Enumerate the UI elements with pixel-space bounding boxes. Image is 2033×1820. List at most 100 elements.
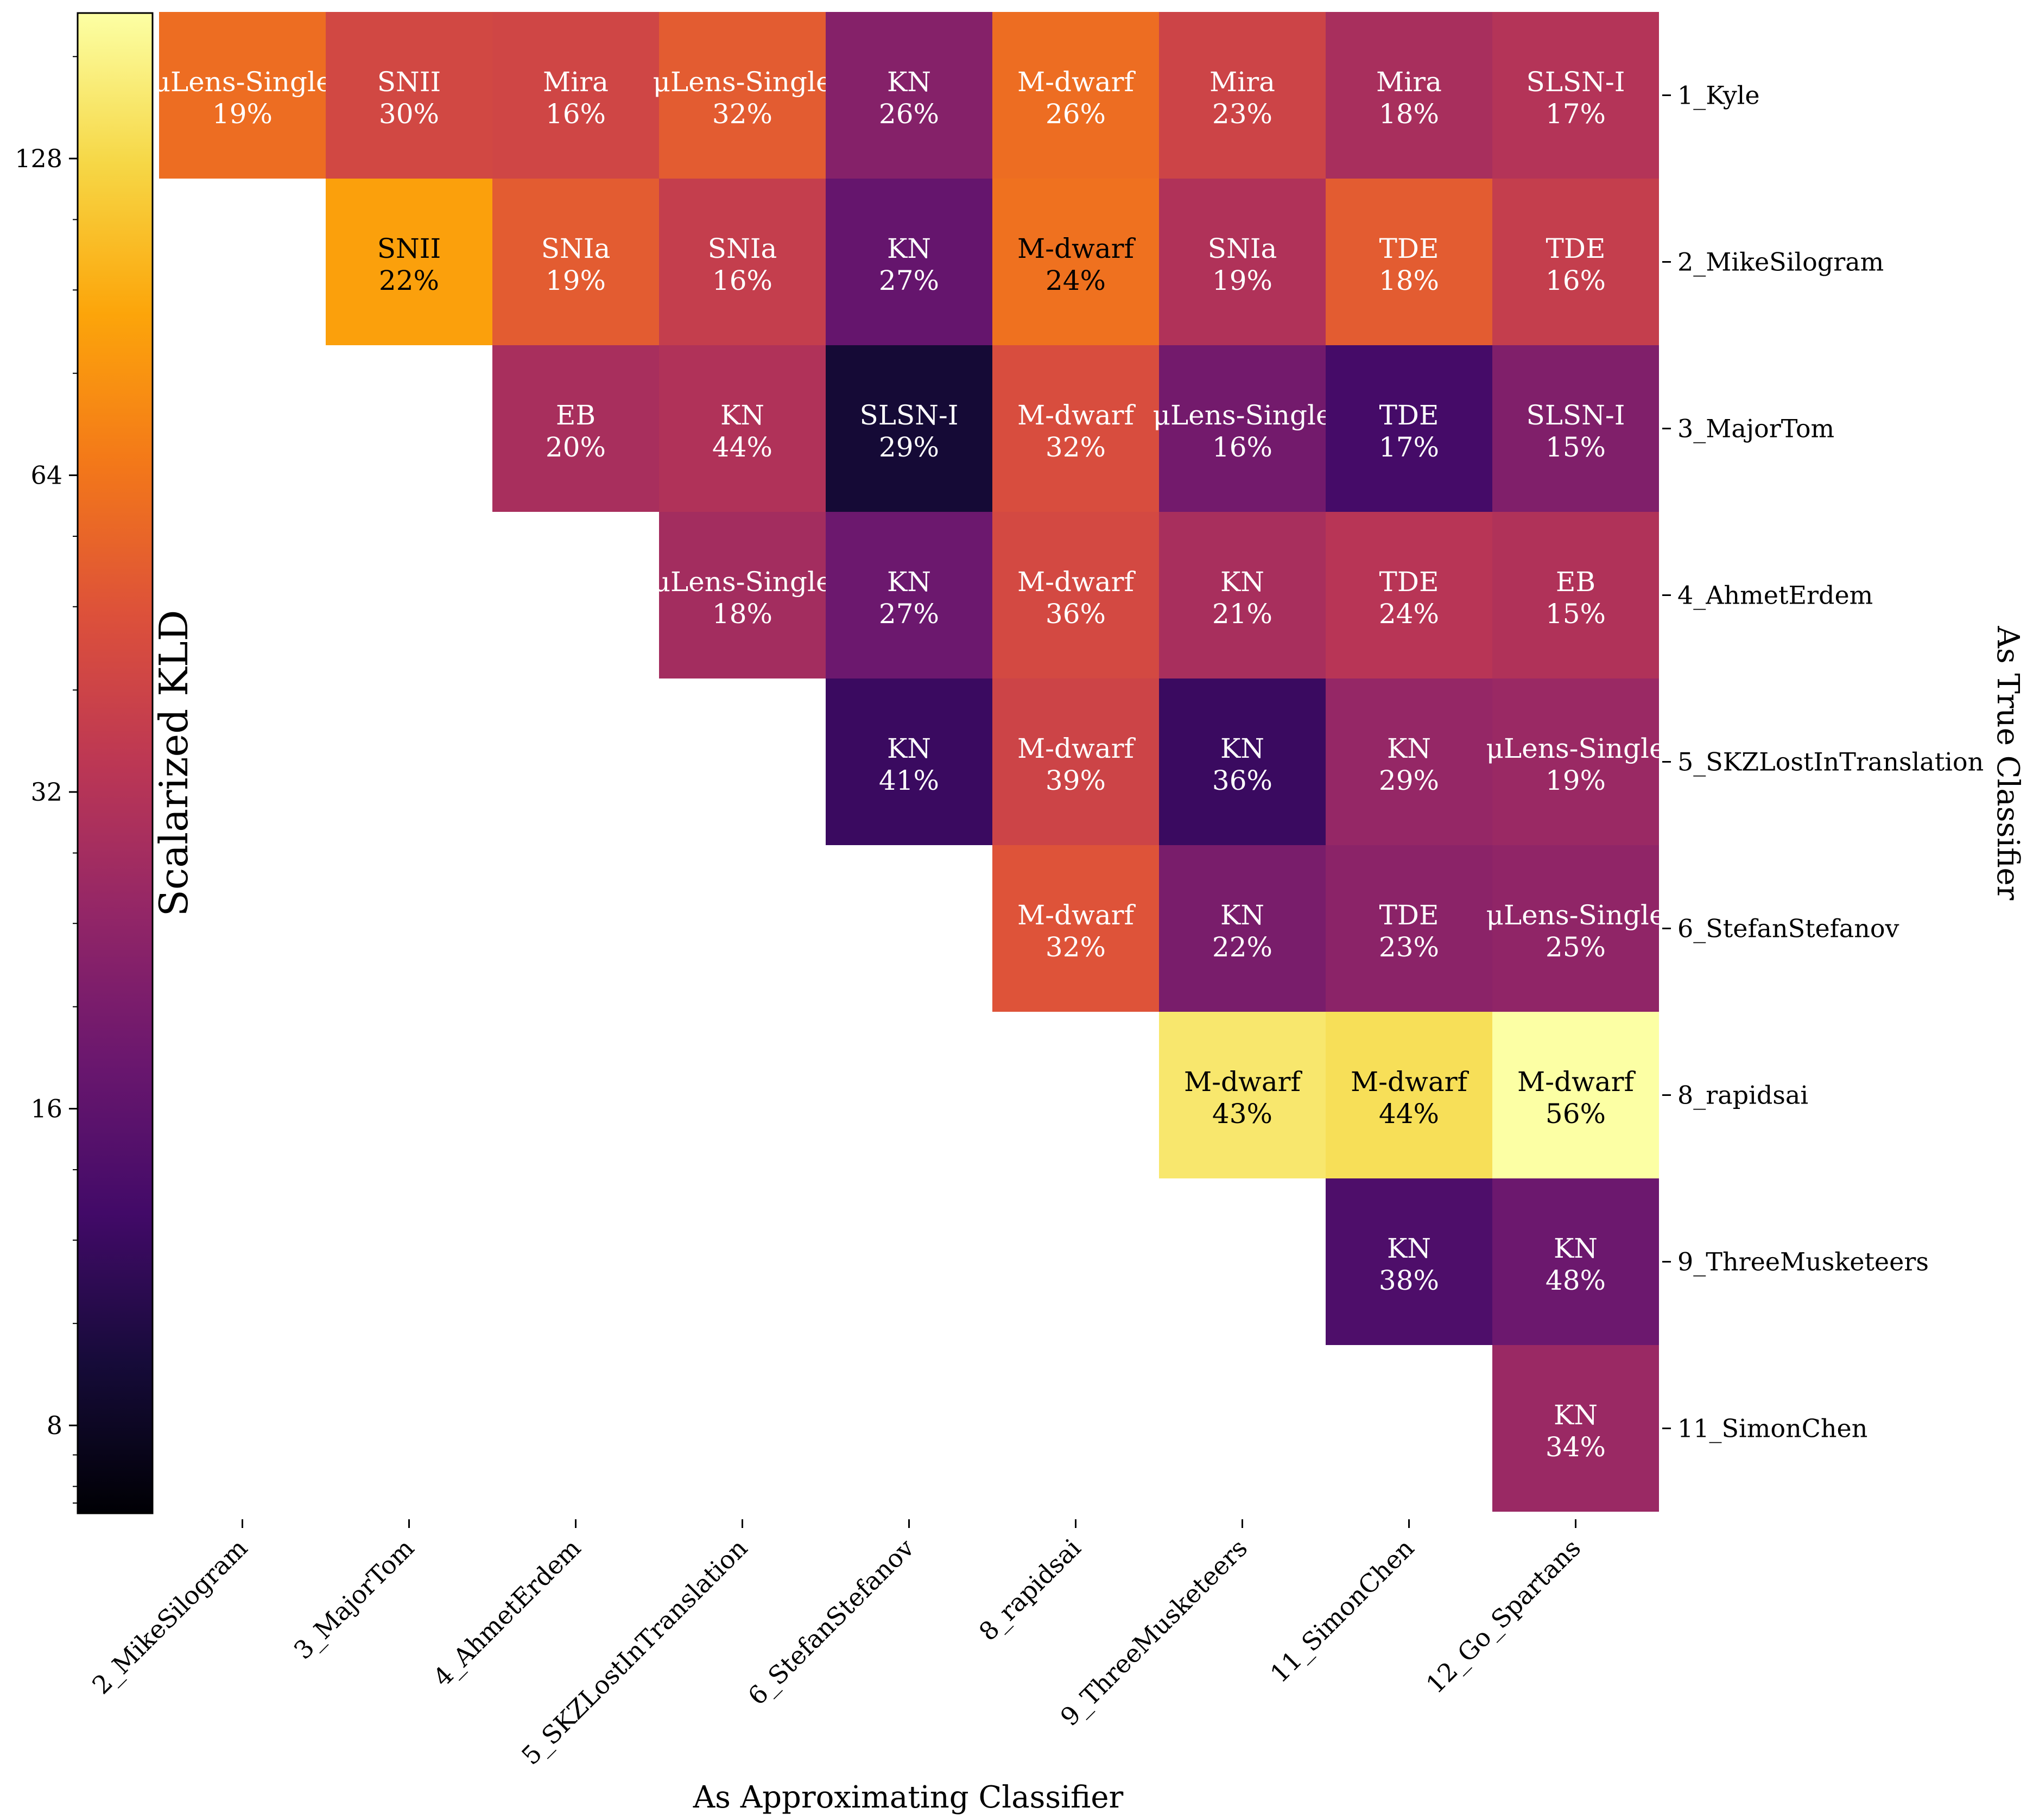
cell-class-label: SLSN-I bbox=[859, 399, 958, 431]
colorbar-tick-label: 128 bbox=[15, 144, 62, 173]
heatmap-cell-fill bbox=[1492, 512, 1659, 678]
cell-percent-label: 18% bbox=[1379, 98, 1439, 130]
heatmap-cell-fill bbox=[1492, 1178, 1659, 1345]
cell-class-label: μLens-Single bbox=[1486, 899, 1665, 931]
heatmap-cell-fill bbox=[1326, 845, 1492, 1012]
heatmap-cell-fill bbox=[1492, 179, 1659, 345]
cell-class-label: KN bbox=[887, 566, 931, 598]
cell-class-label: KN bbox=[1387, 1233, 1431, 1264]
cell-percent-label: 19% bbox=[1212, 265, 1272, 296]
heatmap-cell-fill bbox=[1492, 345, 1659, 512]
cell-percent-label: 19% bbox=[212, 98, 273, 130]
cell-class-label: TDE bbox=[1379, 566, 1439, 598]
heatmap-cell-fill bbox=[1159, 1012, 1326, 1178]
cell-percent-label: 43% bbox=[1212, 1098, 1272, 1130]
cell-class-label: Mira bbox=[1209, 66, 1275, 98]
cell-percent-label: 16% bbox=[712, 265, 772, 296]
cell-class-label: KN bbox=[887, 733, 931, 764]
heatmap-cell-fill bbox=[1492, 12, 1659, 179]
heatmap-cell-fill bbox=[992, 678, 1159, 845]
colorbar-tick-label: 64 bbox=[30, 461, 62, 490]
colorbar-tick-label: 8 bbox=[47, 1411, 62, 1440]
cell-class-label: SNIa bbox=[1208, 233, 1277, 264]
cell-class-label: EB bbox=[1556, 566, 1595, 598]
cell-class-label: M-dwarf bbox=[1017, 566, 1136, 598]
heatmap-cell-fill bbox=[159, 12, 326, 179]
heatmap-cell-fill bbox=[1159, 12, 1326, 179]
cell-percent-label: 39% bbox=[1046, 765, 1106, 796]
cell-percent-label: 16% bbox=[1212, 432, 1272, 463]
x-tick-label: 2_MikeSilogram bbox=[86, 1533, 253, 1700]
cell-class-label: M-dwarf bbox=[1517, 1066, 1636, 1098]
cell-percent-label: 29% bbox=[1379, 765, 1439, 796]
cell-class-label: μLens-Single bbox=[653, 566, 832, 598]
heatmap-cell-fill bbox=[1492, 1345, 1659, 1512]
heatmap-cell-fill bbox=[992, 512, 1159, 678]
cell-class-label: M-dwarf bbox=[1017, 399, 1136, 431]
y-tick-label: 4_AhmetErdem bbox=[1677, 581, 1873, 610]
heatmap-cell-fill bbox=[1159, 345, 1326, 512]
cell-class-label: TDE bbox=[1379, 233, 1439, 264]
heatmap-cell: SLSN-I15% bbox=[1492, 345, 1659, 512]
cell-class-label: KN bbox=[887, 233, 931, 264]
cell-class-label: M-dwarf bbox=[1184, 1066, 1303, 1098]
cell-percent-label: 17% bbox=[1546, 98, 1606, 130]
cell-percent-label: 32% bbox=[1046, 432, 1106, 463]
cell-class-label: μLens-Single bbox=[1152, 399, 1332, 431]
cell-class-label: SNII bbox=[377, 66, 441, 98]
cell-class-label: SNIa bbox=[541, 233, 611, 264]
cell-percent-label: 36% bbox=[1212, 765, 1272, 796]
cell-class-label: TDE bbox=[1546, 233, 1606, 264]
cell-percent-label: 16% bbox=[546, 98, 606, 130]
colorbar-tick-label: 16 bbox=[30, 1094, 62, 1124]
cell-percent-label: 38% bbox=[1379, 1265, 1439, 1296]
heatmap-cell-fill bbox=[1326, 179, 1492, 345]
cell-class-label: KN bbox=[1554, 1233, 1598, 1264]
heatmap-cell-fill bbox=[659, 512, 826, 678]
cell-class-label: μLens-Single bbox=[153, 66, 332, 98]
cell-percent-label: 19% bbox=[546, 265, 606, 296]
cell-class-label: KN bbox=[1387, 733, 1431, 764]
heatmap-cell-fill bbox=[826, 345, 992, 512]
cell-class-label: KN bbox=[1220, 899, 1264, 931]
cell-class-label: KN bbox=[887, 66, 931, 98]
cell-class-label: SNII bbox=[377, 233, 441, 264]
cell-percent-label: 30% bbox=[379, 98, 439, 130]
y-tick-label: 9_ThreeMusketeers bbox=[1677, 1247, 1929, 1277]
cell-percent-label: 27% bbox=[879, 265, 939, 296]
cell-percent-label: 23% bbox=[1379, 931, 1439, 963]
cell-percent-label: 26% bbox=[1046, 98, 1106, 130]
cell-percent-label: 22% bbox=[379, 265, 439, 296]
heatmap-cell-fill bbox=[1326, 12, 1492, 179]
cell-class-label: TDE bbox=[1379, 399, 1439, 431]
heatmap-cell-fill bbox=[826, 12, 992, 179]
y-tick-label: 5_SKZLostInTranslation bbox=[1677, 747, 1984, 777]
cell-percent-label: 56% bbox=[1546, 1098, 1606, 1130]
heatmap-cell-fill bbox=[1159, 678, 1326, 845]
heatmap-cell-fill bbox=[492, 179, 659, 345]
heatmap-cell: SLSN-I29% bbox=[826, 345, 992, 512]
